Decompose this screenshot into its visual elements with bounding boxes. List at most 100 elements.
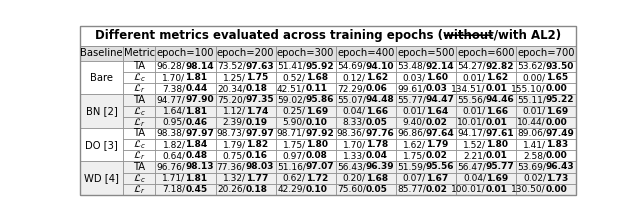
Text: 1.78: 1.78	[365, 140, 388, 149]
Text: 98.38/: 98.38/	[157, 129, 186, 138]
Bar	[216, 128, 276, 139]
Text: 0.12/: 0.12/	[343, 73, 365, 82]
Text: 75.20/: 75.20/	[217, 95, 246, 104]
Text: 1.64/: 1.64/	[163, 107, 186, 116]
Text: 0.18: 0.18	[246, 84, 268, 93]
Text: 134.51/: 134.51/	[451, 84, 486, 93]
Text: 1.66: 1.66	[486, 107, 508, 116]
Text: 95.86: 95.86	[306, 95, 334, 104]
Text: 97.97: 97.97	[186, 129, 214, 138]
Text: 51.41/: 51.41/	[277, 62, 306, 71]
Text: 100.01/: 100.01/	[451, 185, 486, 194]
Text: 96.39: 96.39	[365, 162, 394, 171]
Bar	[216, 61, 276, 72]
Text: 0.45: 0.45	[186, 185, 207, 194]
Bar	[456, 106, 516, 117]
Text: 53.62/: 53.62/	[517, 62, 546, 71]
Text: 1.70/: 1.70/	[163, 73, 186, 82]
Bar	[456, 46, 516, 61]
Bar	[516, 139, 576, 150]
Text: 72.29/: 72.29/	[337, 84, 365, 93]
Text: TA: TA	[133, 95, 145, 105]
Text: 85.77/: 85.77/	[397, 185, 426, 194]
Bar	[216, 94, 276, 106]
Text: 56.47/: 56.47/	[457, 162, 486, 171]
Bar	[396, 46, 456, 61]
Text: 0.01: 0.01	[486, 84, 508, 93]
Text: epoch=500: epoch=500	[397, 48, 454, 58]
Bar	[123, 61, 156, 72]
Text: 130.50/: 130.50/	[511, 185, 546, 194]
Text: $\mathcal{L}_r$: $\mathcal{L}_r$	[133, 183, 145, 196]
Bar	[456, 150, 516, 161]
Text: 10.01/: 10.01/	[457, 118, 486, 127]
Text: Bare: Bare	[90, 73, 113, 83]
Bar	[80, 61, 123, 94]
Bar	[156, 150, 216, 161]
Bar	[216, 72, 276, 83]
Text: 0.01/: 0.01/	[523, 107, 546, 116]
Text: 0.00: 0.00	[546, 151, 568, 160]
Bar	[276, 128, 336, 139]
Bar	[156, 94, 216, 106]
Text: 0.01: 0.01	[486, 118, 508, 127]
Text: 1.79/: 1.79/	[223, 140, 246, 149]
Bar	[516, 161, 576, 173]
Bar	[336, 46, 396, 61]
Bar	[276, 173, 336, 184]
Text: 20.26/: 20.26/	[217, 185, 246, 194]
Bar	[336, 173, 396, 184]
Text: 1.12/: 1.12/	[223, 107, 246, 116]
Text: 95.77: 95.77	[486, 162, 515, 171]
Text: 1.62: 1.62	[365, 73, 388, 82]
Bar	[276, 83, 336, 94]
Text: 5.90/: 5.90/	[282, 118, 306, 127]
Bar	[516, 72, 576, 83]
Bar	[516, 128, 576, 139]
Text: 0.10: 0.10	[306, 118, 328, 127]
Text: 1.75/: 1.75/	[403, 151, 426, 160]
Text: 0.02: 0.02	[426, 185, 448, 194]
Text: $\mathcal{L}_c$: $\mathcal{L}_c$	[133, 71, 146, 84]
Bar	[396, 72, 456, 83]
Text: 0.03: 0.03	[426, 84, 448, 93]
Bar	[336, 161, 396, 173]
Text: 1.62/: 1.62/	[403, 140, 426, 149]
Text: 0.07/: 0.07/	[403, 174, 426, 183]
Text: 2.58/: 2.58/	[523, 151, 546, 160]
Text: 55.11/: 55.11/	[517, 95, 546, 104]
Text: 94.17/: 94.17/	[457, 129, 486, 138]
Text: 1.81: 1.81	[186, 73, 207, 82]
Bar	[276, 184, 336, 195]
Text: 10.44/: 10.44/	[517, 118, 546, 127]
Text: 1.73: 1.73	[546, 174, 568, 183]
Text: 97.61: 97.61	[486, 129, 515, 138]
Text: 0.19: 0.19	[246, 118, 268, 127]
Text: 0.02/: 0.02/	[523, 174, 546, 183]
Text: 0.00: 0.00	[546, 84, 568, 93]
Bar	[396, 117, 456, 128]
Text: 77.36/: 77.36/	[217, 162, 246, 171]
Text: BN [2]: BN [2]	[86, 106, 118, 116]
Bar	[123, 173, 156, 184]
Text: $\mathcal{L}_c$: $\mathcal{L}_c$	[133, 105, 146, 118]
Bar	[396, 139, 456, 150]
Bar	[216, 150, 276, 161]
Text: 1.75: 1.75	[246, 73, 268, 82]
Text: 92.82: 92.82	[486, 62, 515, 71]
Text: 93.50: 93.50	[546, 62, 574, 71]
Bar	[336, 83, 396, 94]
Text: 96.76/: 96.76/	[157, 162, 186, 171]
Text: 0.01: 0.01	[486, 151, 508, 160]
Text: 155.10/: 155.10/	[511, 84, 546, 93]
Bar	[276, 106, 336, 117]
Text: 1.33/: 1.33/	[342, 151, 365, 160]
Text: 1.82: 1.82	[246, 140, 268, 149]
Text: 55.56/: 55.56/	[457, 95, 486, 104]
Text: 0.97/: 0.97/	[282, 151, 306, 160]
Text: 1.72: 1.72	[306, 174, 328, 183]
Text: 0.75/: 0.75/	[223, 151, 246, 160]
Bar	[156, 139, 216, 150]
Text: 1.69: 1.69	[486, 174, 508, 183]
Bar	[396, 61, 456, 72]
